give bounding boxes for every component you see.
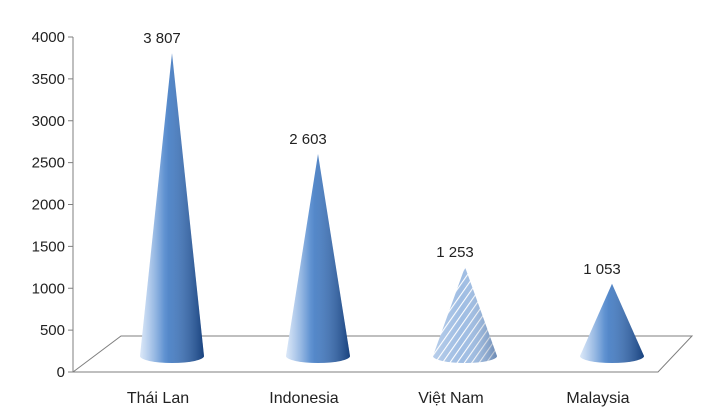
y-tick-label: 4000	[32, 29, 65, 46]
cone-shade-1	[140, 53, 204, 363]
category-label: Việt Nam	[418, 390, 484, 407]
y-tick-label: 2000	[32, 197, 65, 214]
category-label: Malaysia	[566, 390, 629, 407]
data-label: 3 807	[143, 30, 181, 47]
y-tick-label: 2500	[32, 155, 65, 172]
y-tick-label: 3500	[32, 71, 65, 88]
cone-shade-3	[433, 267, 497, 363]
data-label: 1 253	[436, 244, 474, 261]
data-labels: 3 807 2 603 1 253 1 053	[143, 30, 621, 278]
y-tick-label: 1500	[32, 238, 65, 255]
cones	[140, 53, 644, 363]
category-label: Thái Lan	[127, 390, 189, 407]
category-labels: Thái Lan Indonesia Việt Nam Malaysia	[127, 390, 630, 407]
y-tick-label: 1000	[32, 280, 65, 297]
y-tick-label: 0	[57, 364, 65, 381]
data-label: 1 053	[583, 261, 621, 278]
y-tick-label: 500	[40, 322, 65, 339]
category-label: Indonesia	[269, 390, 338, 407]
cone-shade-4	[580, 283, 644, 363]
floor-plane	[71, 335, 694, 373]
data-label: 2 603	[289, 131, 327, 148]
y-tick-label: 3000	[32, 113, 65, 130]
y-axis-ticks: 0 500 1000 1500 2000 2500 3000 3500 4000	[32, 29, 73, 381]
cone-shade-2	[286, 153, 350, 363]
